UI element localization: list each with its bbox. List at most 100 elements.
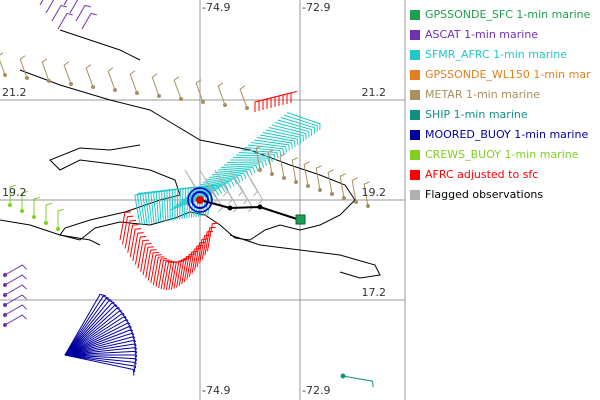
barb	[199, 178, 238, 186]
barb	[291, 157, 298, 183]
barb	[64, 354, 137, 369]
barb	[139, 191, 146, 225]
station	[3, 283, 7, 287]
station	[342, 196, 346, 200]
barb	[226, 161, 265, 168]
barb	[65, 354, 138, 361]
station	[245, 106, 249, 110]
barb	[81, 12, 97, 30]
barb	[4, 274, 27, 286]
barb	[144, 191, 152, 224]
legend-label: AFRC adjusted to sfc	[425, 168, 538, 181]
barb	[163, 189, 171, 222]
barb	[64, 325, 134, 356]
barb	[190, 184, 229, 193]
legend-swatch	[410, 130, 420, 140]
barb	[150, 254, 162, 283]
barb	[64, 293, 106, 356]
barb	[205, 174, 244, 181]
barb	[4, 314, 27, 326]
barb	[204, 226, 216, 256]
track-point	[257, 204, 263, 210]
barb	[206, 222, 219, 252]
legend-label: METAR 1-min marine	[425, 88, 540, 101]
barb	[153, 190, 160, 223]
lon-label: -72.9	[302, 384, 330, 397]
station	[47, 79, 51, 83]
coastlines	[0, 29, 381, 279]
barb	[64, 347, 138, 356]
barb	[280, 117, 315, 134]
barb	[267, 149, 274, 175]
station	[3, 293, 7, 297]
station	[8, 203, 12, 207]
station	[270, 172, 274, 176]
barb	[64, 304, 120, 356]
barb	[64, 332, 136, 356]
barb	[64, 297, 112, 356]
barb	[147, 190, 154, 224]
barb	[178, 257, 191, 287]
barb	[155, 189, 163, 223]
legend-swatch	[410, 170, 420, 180]
barb	[64, 313, 127, 356]
barb	[64, 319, 131, 356]
station	[91, 85, 95, 89]
station	[3, 73, 7, 77]
station	[258, 168, 262, 172]
station	[69, 82, 73, 86]
station	[44, 221, 48, 225]
barb	[45, 202, 52, 223]
barb	[217, 82, 226, 106]
barb	[64, 316, 129, 356]
barb	[136, 192, 144, 225]
legend-swatch	[410, 30, 420, 40]
barb	[256, 137, 293, 149]
barb	[268, 127, 304, 142]
station	[318, 188, 322, 192]
legend-label: Flagged observations	[425, 188, 543, 201]
barb	[64, 310, 125, 356]
station	[3, 323, 7, 327]
legend-swatch	[410, 70, 420, 80]
barb	[279, 153, 286, 179]
legend-swatch	[410, 110, 420, 120]
barb	[147, 251, 160, 281]
barb	[214, 168, 253, 176]
barb	[85, 64, 94, 88]
lat-label: 17.2	[362, 286, 387, 299]
station	[201, 100, 205, 104]
legend-label: CREWS_BUOY 1-min marine	[425, 148, 579, 161]
barb	[342, 375, 374, 388]
legend-swatch	[410, 150, 420, 160]
legend-swatch	[410, 10, 420, 20]
wind-barbs	[0, 0, 374, 388]
barb	[339, 173, 346, 199]
barb	[152, 256, 165, 285]
station	[135, 91, 139, 95]
barb	[173, 260, 185, 289]
barb	[63, 61, 72, 85]
barb	[230, 159, 268, 166]
barb	[21, 190, 28, 211]
lon-label: -74.9	[202, 384, 230, 397]
coastline	[229, 234, 381, 279]
barb	[64, 339, 137, 356]
barb	[363, 181, 370, 207]
barb	[209, 185, 224, 213]
barb	[145, 249, 157, 278]
station	[294, 180, 298, 184]
station	[366, 204, 370, 208]
barb	[4, 304, 27, 316]
barb	[122, 215, 134, 245]
barb	[207, 184, 219, 216]
coastline	[59, 29, 141, 61]
station	[56, 227, 60, 231]
barb	[253, 139, 290, 151]
lon-label: -72.9	[302, 1, 330, 14]
lat-label: 19.2	[362, 186, 387, 199]
barb	[235, 154, 273, 163]
storm-center	[187, 187, 213, 213]
barb	[173, 76, 182, 100]
barb	[259, 134, 296, 148]
